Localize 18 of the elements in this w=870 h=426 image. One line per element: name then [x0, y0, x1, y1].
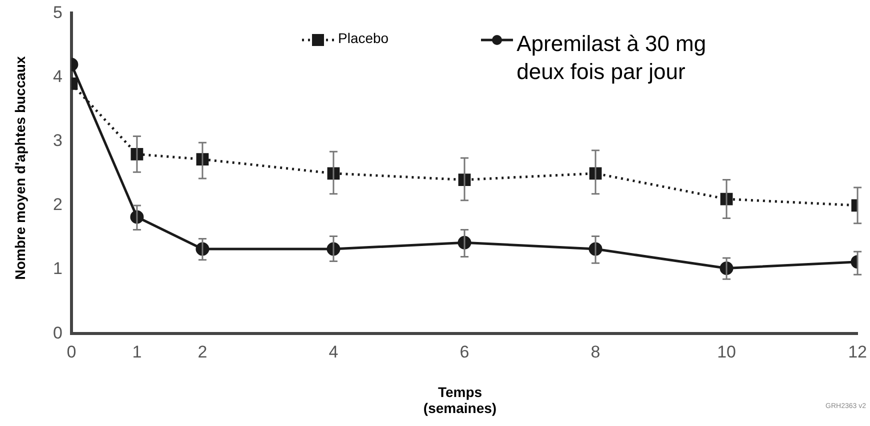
y-tick-label: 3	[52, 131, 62, 150]
x-tick-label: 12	[848, 342, 868, 362]
x-tick-label: 2	[198, 342, 208, 362]
x-tick-label: 6	[460, 342, 470, 362]
y-axis-title: Nombre moyen d'aphtes buccaux	[12, 55, 28, 282]
x-axis-title: Temps (semaines)	[422, 384, 498, 416]
x-tick-label: 10	[717, 342, 736, 362]
y-tick-label: 1	[52, 259, 62, 278]
y-tick-label: 4	[52, 66, 62, 86]
y-tick-label: 2	[52, 195, 62, 214]
x-tick-label: 1	[132, 342, 142, 362]
x-tick-label: 4	[328, 342, 338, 362]
legend-label: Placebo	[338, 30, 389, 46]
legend-label: Apremilast à 30 mg deux fois par jour	[516, 30, 708, 86]
y-tick-label: 5	[52, 2, 62, 22]
y-tick-label: 0	[52, 323, 62, 342]
x-tick-label: 8	[590, 342, 600, 362]
x-tick-label: 0	[66, 342, 76, 362]
